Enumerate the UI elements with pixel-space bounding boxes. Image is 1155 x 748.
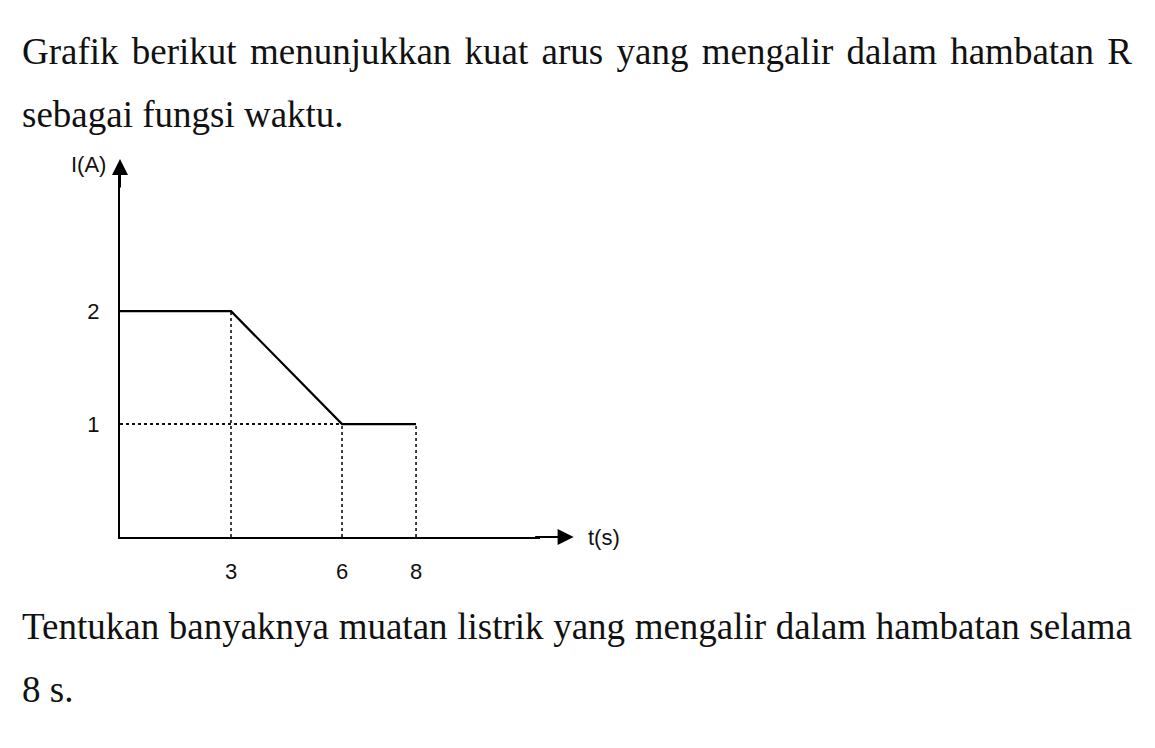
html-text:Tentukan banyaknya muatan list: Tentukan banyaknya muatan listrik yang m… [22,606,1132,710]
svg-text:I(A): I(A) [71,152,106,177]
svg-text:6: 6 [336,559,348,584]
svg-text:3: 3 [225,559,237,584]
svg-text:2: 2 [87,299,99,324]
svg-text:t(s): t(s) [588,525,620,550]
svg-text:1: 1 [87,412,99,437]
svg-text:8: 8 [410,559,422,584]
html-text:Grafik berikut menunjukkan kua: Grafik berikut menunjukkan kuat arus yan… [22,31,1132,135]
